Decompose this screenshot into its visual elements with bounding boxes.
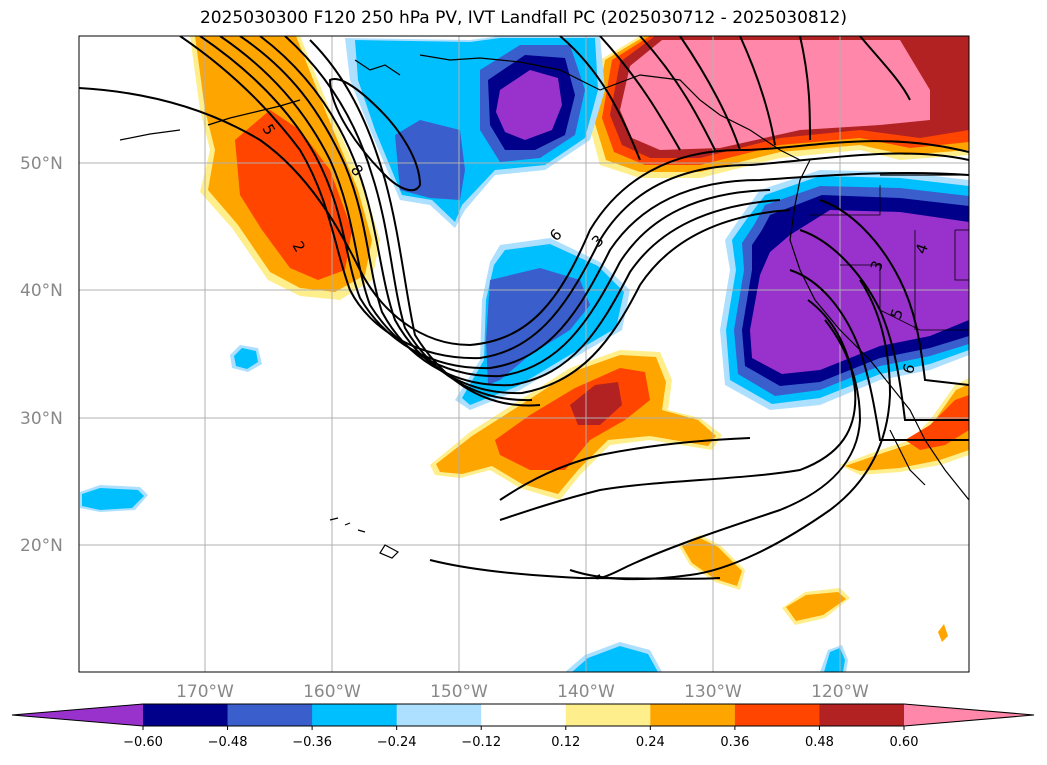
lon-label: 150°W bbox=[430, 682, 488, 702]
colorbar-extend-right bbox=[904, 704, 1034, 726]
colorbar-segment bbox=[565, 704, 651, 726]
colorbar-tick-label: −0.60 bbox=[123, 735, 163, 750]
longitude-labels: 170°W 160°W 150°W 140°W 130°W 120°W bbox=[176, 682, 869, 702]
colorbar-segment bbox=[396, 704, 482, 726]
colorbar-tick-label: −0.24 bbox=[377, 735, 417, 750]
lon-label: 170°W bbox=[176, 682, 234, 702]
colorbar-segment bbox=[650, 704, 736, 726]
colorbar-segment bbox=[312, 704, 398, 726]
colorbar-tick-label: 0.60 bbox=[890, 735, 919, 750]
gridlines bbox=[79, 36, 969, 672]
negative-anomaly-north bbox=[345, 36, 605, 228]
colorbar-segment bbox=[227, 704, 313, 726]
lon-label: 120°W bbox=[811, 682, 869, 702]
positive-anomaly-small bbox=[678, 378, 969, 642]
lat-label: 40°N bbox=[20, 281, 63, 301]
latitude-labels: 50°N 40°N 30°N 20°N bbox=[20, 154, 63, 556]
colorbar-tick-label: 0.36 bbox=[720, 735, 749, 750]
lon-label: 160°W bbox=[303, 682, 361, 702]
colorbar-tick-label: −0.12 bbox=[461, 735, 501, 750]
lat-label: 50°N bbox=[20, 154, 63, 174]
pv-contours bbox=[79, 36, 969, 581]
map-title: 2025030300 F120 250 hPa PV, IVT Landfall… bbox=[199, 8, 847, 28]
colorbar: −0.60 −0.48 −0.36 −0.24 −0.12 0.12 0.24 0.36 0.4… bbox=[11, 703, 1035, 750]
colorbar-segment bbox=[819, 704, 905, 726]
colorbar-extend-left bbox=[12, 704, 143, 726]
colorbar-tick-label: 0.12 bbox=[551, 735, 580, 750]
colorbar-tick-label: 0.48 bbox=[805, 735, 834, 750]
negative-anomaly-small bbox=[80, 345, 848, 672]
lat-label: 20°N bbox=[20, 536, 63, 556]
colorbar-segment bbox=[481, 704, 567, 726]
colorbar-tick-label: 0.24 bbox=[636, 735, 665, 750]
map-frame bbox=[78, 35, 970, 673]
colorbar-tick-label: −0.36 bbox=[292, 735, 332, 750]
colorbar-segment bbox=[143, 704, 229, 726]
colorbar-segment bbox=[734, 704, 820, 726]
lat-label: 30°N bbox=[20, 409, 63, 429]
positive-anomaly-northeast bbox=[588, 36, 969, 178]
lon-label: 140°W bbox=[557, 682, 615, 702]
colorbar-tick-label: −0.48 bbox=[208, 735, 248, 750]
positive-anomaly-central bbox=[430, 350, 722, 500]
lon-label: 130°W bbox=[684, 682, 742, 702]
